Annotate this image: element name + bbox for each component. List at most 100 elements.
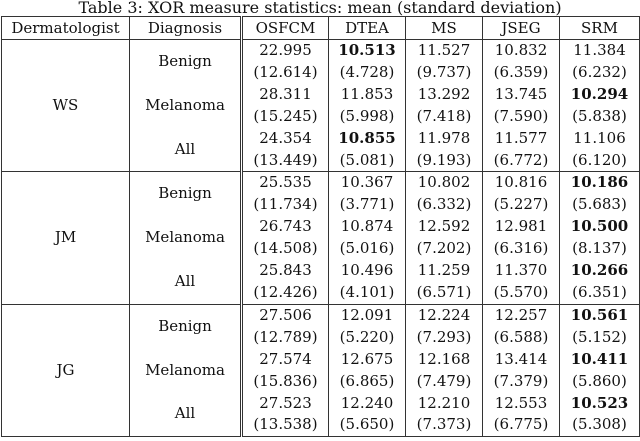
sd-cell: (7.418) (405, 105, 483, 128)
sd-cell: (7.590) (482, 105, 560, 128)
table-body: WS Benign 22.995 10.513 11.527 10.832 11.384 (1… (1, 39, 640, 438)
sd-cell: (7.373) (405, 414, 483, 438)
sd-cell: (6.359) (482, 61, 560, 84)
best-mean-value: 10.855 (338, 128, 396, 147)
header-srm: SRM (559, 16, 640, 40)
diagnosis-cell: Benign (129, 39, 243, 84)
mean-cell: 10.496 (328, 260, 406, 282)
mean-cell: 12.091 (328, 304, 406, 327)
sd-cell: (5.308) (559, 414, 640, 438)
mean-cell: 10.855 (328, 127, 406, 150)
xor-statistics-table: Dermatologist Diagnosis OSFCM DTEA MS JS… (1, 16, 640, 438)
table-row: All 27.523 12.240 12.210 12.553 10.523 (2, 392, 640, 438)
sd-cell: (5.998) (328, 105, 406, 128)
best-mean-value: 10.294 (570, 84, 629, 103)
sd-cell: (5.220) (328, 326, 406, 349)
sd-cell: (12.426) (241, 281, 329, 305)
diagnosis-cell: Benign (129, 171, 243, 217)
mean-cell: 25.535 (241, 171, 329, 195)
mean-cell: 12.553 (482, 392, 560, 415)
table-row: Melanoma 27.574 12.675 12.168 13.414 10.411 (2, 348, 640, 393)
mean-cell: 10.802 (405, 171, 483, 195)
mean-cell: 13.745 (482, 83, 560, 106)
sd-cell: (8.137) (559, 238, 640, 261)
dermatologist-cell: JM (1, 171, 130, 305)
table-row: (11.734) (3.771) (6.332) (5.227) (5.683) (2, 194, 640, 217)
mean-cell: 11.978 (405, 127, 483, 150)
mean-cell: 24.354 (241, 127, 329, 150)
sd-cell: (13.449) (241, 149, 329, 173)
mean-cell: 27.506 (241, 304, 329, 327)
sd-cell: (6.232) (559, 61, 640, 84)
sd-cell: (6.332) (405, 194, 483, 217)
mean-cell: 13.292 (405, 83, 483, 106)
sd-cell: (4.728) (328, 61, 406, 84)
mean-cell: 11.259 (405, 260, 483, 282)
mean-cell: 28.311 (241, 83, 329, 106)
header-dermatologist: Dermatologist (1, 16, 130, 40)
table-row: (13.538) (5.650) (7.373) (6.775) (5.308) (2, 414, 640, 438)
diagnosis-cell: All (129, 392, 243, 438)
best-mean-value: 10.186 (570, 173, 629, 192)
mean-cell: 12.210 (405, 392, 483, 415)
table-row: All 24.354 10.855 11.978 11.577 11.106 (2, 127, 640, 173)
header-diagnosis: Diagnosis (129, 16, 243, 40)
sd-cell: (6.316) (482, 238, 560, 261)
mean-cell: 12.240 (328, 392, 406, 415)
mean-cell: 10.411 (559, 348, 640, 371)
mean-cell: 13.414 (482, 348, 560, 371)
mean-cell: 12.168 (405, 348, 483, 371)
mean-cell: 25.843 (241, 260, 329, 282)
mean-cell: 10.523 (559, 392, 640, 415)
table-row: (15.245) (5.998) (7.418) (7.590) (5.838) (2, 105, 640, 128)
mean-cell: 27.523 (241, 392, 329, 415)
sd-cell: (6.120) (559, 149, 640, 173)
header-jseg: JSEG (482, 16, 560, 40)
sd-cell: (6.571) (405, 281, 483, 305)
mean-cell: 11.370 (482, 260, 560, 282)
sd-cell: (13.538) (241, 414, 329, 438)
sd-cell: (7.202) (405, 238, 483, 261)
mean-cell: 10.816 (482, 171, 560, 195)
sd-cell: (6.865) (328, 370, 406, 393)
mean-cell: 11.577 (482, 127, 560, 150)
sd-cell: (5.227) (482, 194, 560, 217)
mean-cell: 10.874 (328, 216, 406, 239)
sd-cell: (5.838) (559, 105, 640, 128)
header-row: Dermatologist Diagnosis OSFCM DTEA MS JS… (1, 16, 640, 40)
mean-cell: 11.106 (559, 127, 640, 150)
table-row: (12.614) (4.728) (9.737) (6.359) (6.232) (2, 61, 640, 84)
table-row: JG Benign 27.506 12.091 12.224 12.257 10.561 (1, 304, 640, 438)
table-row: All 25.843 10.496 11.259 11.370 10.266 (2, 260, 640, 305)
table-row: (14.508) (5.016) (7.202) (6.316) (8.137) (2, 238, 640, 261)
mean-cell: 27.574 (241, 348, 329, 371)
best-mean-value: 10.513 (338, 41, 396, 59)
sd-cell: (5.683) (559, 194, 640, 217)
table-row: (12.426) (4.101) (6.571) (5.570) (6.351) (2, 281, 640, 305)
mean-cell: 26.743 (241, 216, 329, 239)
mean-cell: 12.224 (405, 304, 483, 327)
mean-cell: 10.186 (559, 171, 640, 195)
sd-cell: (15.836) (241, 370, 329, 393)
sd-cell: (7.479) (405, 370, 483, 393)
table-row: (12.789) (5.220) (7.293) (6.588) (5.152) (2, 326, 640, 349)
diagnosis-cell: Melanoma (129, 83, 243, 128)
mean-cell: 10.513 (328, 39, 406, 62)
sd-cell: (5.650) (328, 414, 406, 438)
best-mean-value: 10.266 (570, 261, 629, 280)
mean-cell: 12.981 (482, 216, 560, 239)
header-ms: MS (405, 16, 483, 40)
table-row: Melanoma 28.311 11.853 13.292 13.745 10.294 (2, 83, 640, 128)
mean-cell: 22.995 (241, 39, 329, 62)
sd-cell: (7.379) (482, 370, 560, 393)
diagnosis-cell: Benign (129, 304, 243, 349)
mean-cell: 12.257 (482, 304, 560, 327)
table-row: WS Benign 22.995 10.513 11.527 10.832 11.384 (1, 39, 640, 173)
sd-cell: (14.508) (241, 238, 329, 261)
sd-cell: (5.152) (559, 326, 640, 349)
diagnosis-cell: All (129, 260, 243, 305)
mean-cell: 10.561 (559, 304, 640, 327)
sd-cell: (11.734) (241, 194, 329, 217)
best-mean-value: 10.500 (570, 217, 629, 236)
table-row: Melanoma 26.743 10.874 12.592 12.981 10.500 (2, 216, 640, 261)
